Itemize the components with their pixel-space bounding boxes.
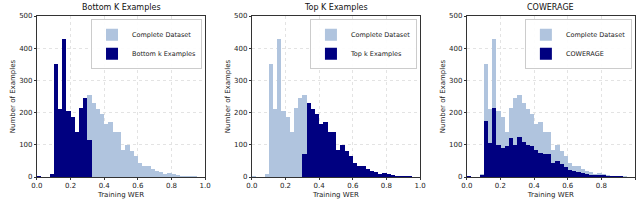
svg-text:1.0: 1.0 <box>414 182 425 190</box>
svg-text:0.4: 0.4 <box>528 182 540 190</box>
svg-text:0: 0 <box>28 173 32 181</box>
svg-text:200: 200 <box>19 109 32 117</box>
svg-text:Complete Dataset: Complete Dataset <box>566 31 625 39</box>
svg-text:300: 300 <box>234 77 247 85</box>
svg-text:0.8: 0.8 <box>381 182 392 190</box>
svg-text:500: 500 <box>234 12 247 20</box>
svg-text:0: 0 <box>243 173 247 181</box>
svg-text:Top K Examples: Top K Examples <box>304 3 368 12</box>
svg-text:0.4: 0.4 <box>314 182 326 190</box>
svg-text:0.8: 0.8 <box>596 182 607 190</box>
svg-text:400: 400 <box>19 45 32 53</box>
svg-text:Training WER: Training WER <box>312 191 359 199</box>
svg-text:Complete Dataset: Complete Dataset <box>132 31 191 39</box>
svg-text:0.4: 0.4 <box>99 182 111 190</box>
svg-text:0.2: 0.2 <box>280 182 291 190</box>
svg-text:100: 100 <box>234 141 247 149</box>
svg-text:0.0: 0.0 <box>31 182 42 190</box>
svg-text:COWERAGE: COWERAGE <box>527 3 574 12</box>
svg-text:COWERAGE: COWERAGE <box>566 50 604 58</box>
svg-text:0.2: 0.2 <box>65 182 76 190</box>
svg-text:400: 400 <box>449 45 462 53</box>
svg-text:0.0: 0.0 <box>246 182 257 190</box>
svg-text:Number of Examples: Number of Examples <box>9 59 17 133</box>
svg-text:200: 200 <box>449 109 462 117</box>
svg-text:Training WER: Training WER <box>527 191 574 199</box>
svg-text:0.6: 0.6 <box>347 182 359 190</box>
svg-text:100: 100 <box>19 141 32 149</box>
svg-text:Top k Examples: Top k Examples <box>350 50 402 58</box>
svg-text:Bottom k Examples: Bottom k Examples <box>132 50 196 58</box>
svg-text:Complete Dataset: Complete Dataset <box>351 31 410 39</box>
svg-text:400: 400 <box>234 45 247 53</box>
svg-text:0: 0 <box>458 173 462 181</box>
svg-text:300: 300 <box>19 77 32 85</box>
svg-text:0.6: 0.6 <box>562 182 574 190</box>
svg-text:0.6: 0.6 <box>132 182 144 190</box>
svg-text:Number of Examples: Number of Examples <box>439 59 447 133</box>
svg-text:Number of Examples: Number of Examples <box>224 59 232 133</box>
svg-text:0.2: 0.2 <box>495 182 506 190</box>
svg-text:1.0: 1.0 <box>200 182 211 190</box>
svg-text:500: 500 <box>449 12 462 20</box>
svg-text:0.8: 0.8 <box>166 182 177 190</box>
svg-text:500: 500 <box>19 12 32 20</box>
svg-text:Training WER: Training WER <box>97 191 144 199</box>
svg-text:200: 200 <box>234 109 247 117</box>
svg-text:100: 100 <box>449 141 462 149</box>
svg-text:0.0: 0.0 <box>461 182 472 190</box>
svg-text:Bottom K Examples: Bottom K Examples <box>82 3 161 12</box>
svg-text:300: 300 <box>449 77 462 85</box>
